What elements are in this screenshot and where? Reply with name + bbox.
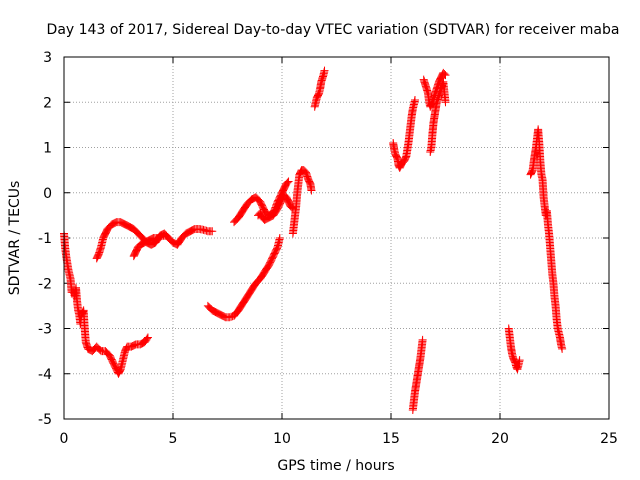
x-tick-label: 5 [169, 431, 178, 447]
axis-ticks: 0 5 10 15 20 25 -5 -4 -3 -2 -1 0 1 2 3 [38, 50, 618, 447]
y-tick-label: 0 [43, 186, 52, 202]
series-segment-13 [504, 324, 524, 374]
data-point [320, 66, 329, 75]
y-tick-label: 2 [43, 95, 52, 111]
x-tick-label: 20 [491, 431, 509, 447]
data-point [283, 178, 292, 187]
data-points [60, 66, 567, 414]
data-point [527, 169, 536, 178]
x-tick-label: 15 [382, 431, 400, 447]
chart-title: Day 143 of 2017, Sidereal Day-to-day VTE… [47, 22, 620, 38]
y-tick-label: -1 [38, 231, 52, 247]
y-tick-label: -2 [38, 276, 52, 292]
series-segment-4 [203, 234, 284, 322]
data-point [143, 333, 152, 342]
plot-frame [63, 56, 610, 420]
data-point [440, 69, 449, 78]
data-point [418, 335, 427, 344]
data-point [208, 227, 217, 236]
y-tick-label: -4 [38, 367, 52, 383]
data-point [527, 168, 536, 177]
data-point [275, 234, 284, 242]
data-point [129, 341, 138, 350]
data-point [307, 186, 316, 195]
series-segment-14 [526, 125, 567, 353]
x-tick-label: 25 [600, 431, 618, 447]
y-axis-label: SDTVAR / TECUs [7, 181, 23, 296]
data-point [441, 71, 450, 80]
x-axis-label: GPS time / hours [277, 458, 394, 474]
series-segment-7 [288, 166, 316, 238]
data-point [143, 334, 152, 343]
y-tick-label: 3 [43, 50, 52, 66]
series-segment-3 [129, 231, 171, 261]
data-point [284, 177, 293, 186]
data-point [515, 356, 524, 365]
y-tick-label: -3 [38, 322, 52, 338]
series-segment-6 [254, 191, 297, 224]
data-point [313, 91, 322, 100]
data-point [162, 231, 171, 240]
x-tick-label: 10 [273, 431, 291, 447]
data-point [441, 98, 450, 107]
series-segment-9 [389, 95, 419, 172]
series-segment-8 [310, 66, 329, 111]
x-tick-label: 0 [60, 431, 69, 447]
y-tick-label: -5 [38, 412, 52, 428]
data-point [410, 95, 419, 104]
y-tick-label: 1 [43, 141, 52, 157]
data-point [392, 152, 401, 161]
data-point [558, 344, 567, 353]
series-segment-10 [408, 335, 427, 414]
data-point [122, 343, 131, 352]
series-segment-1 [60, 229, 152, 378]
series-segment-12 [426, 77, 450, 157]
